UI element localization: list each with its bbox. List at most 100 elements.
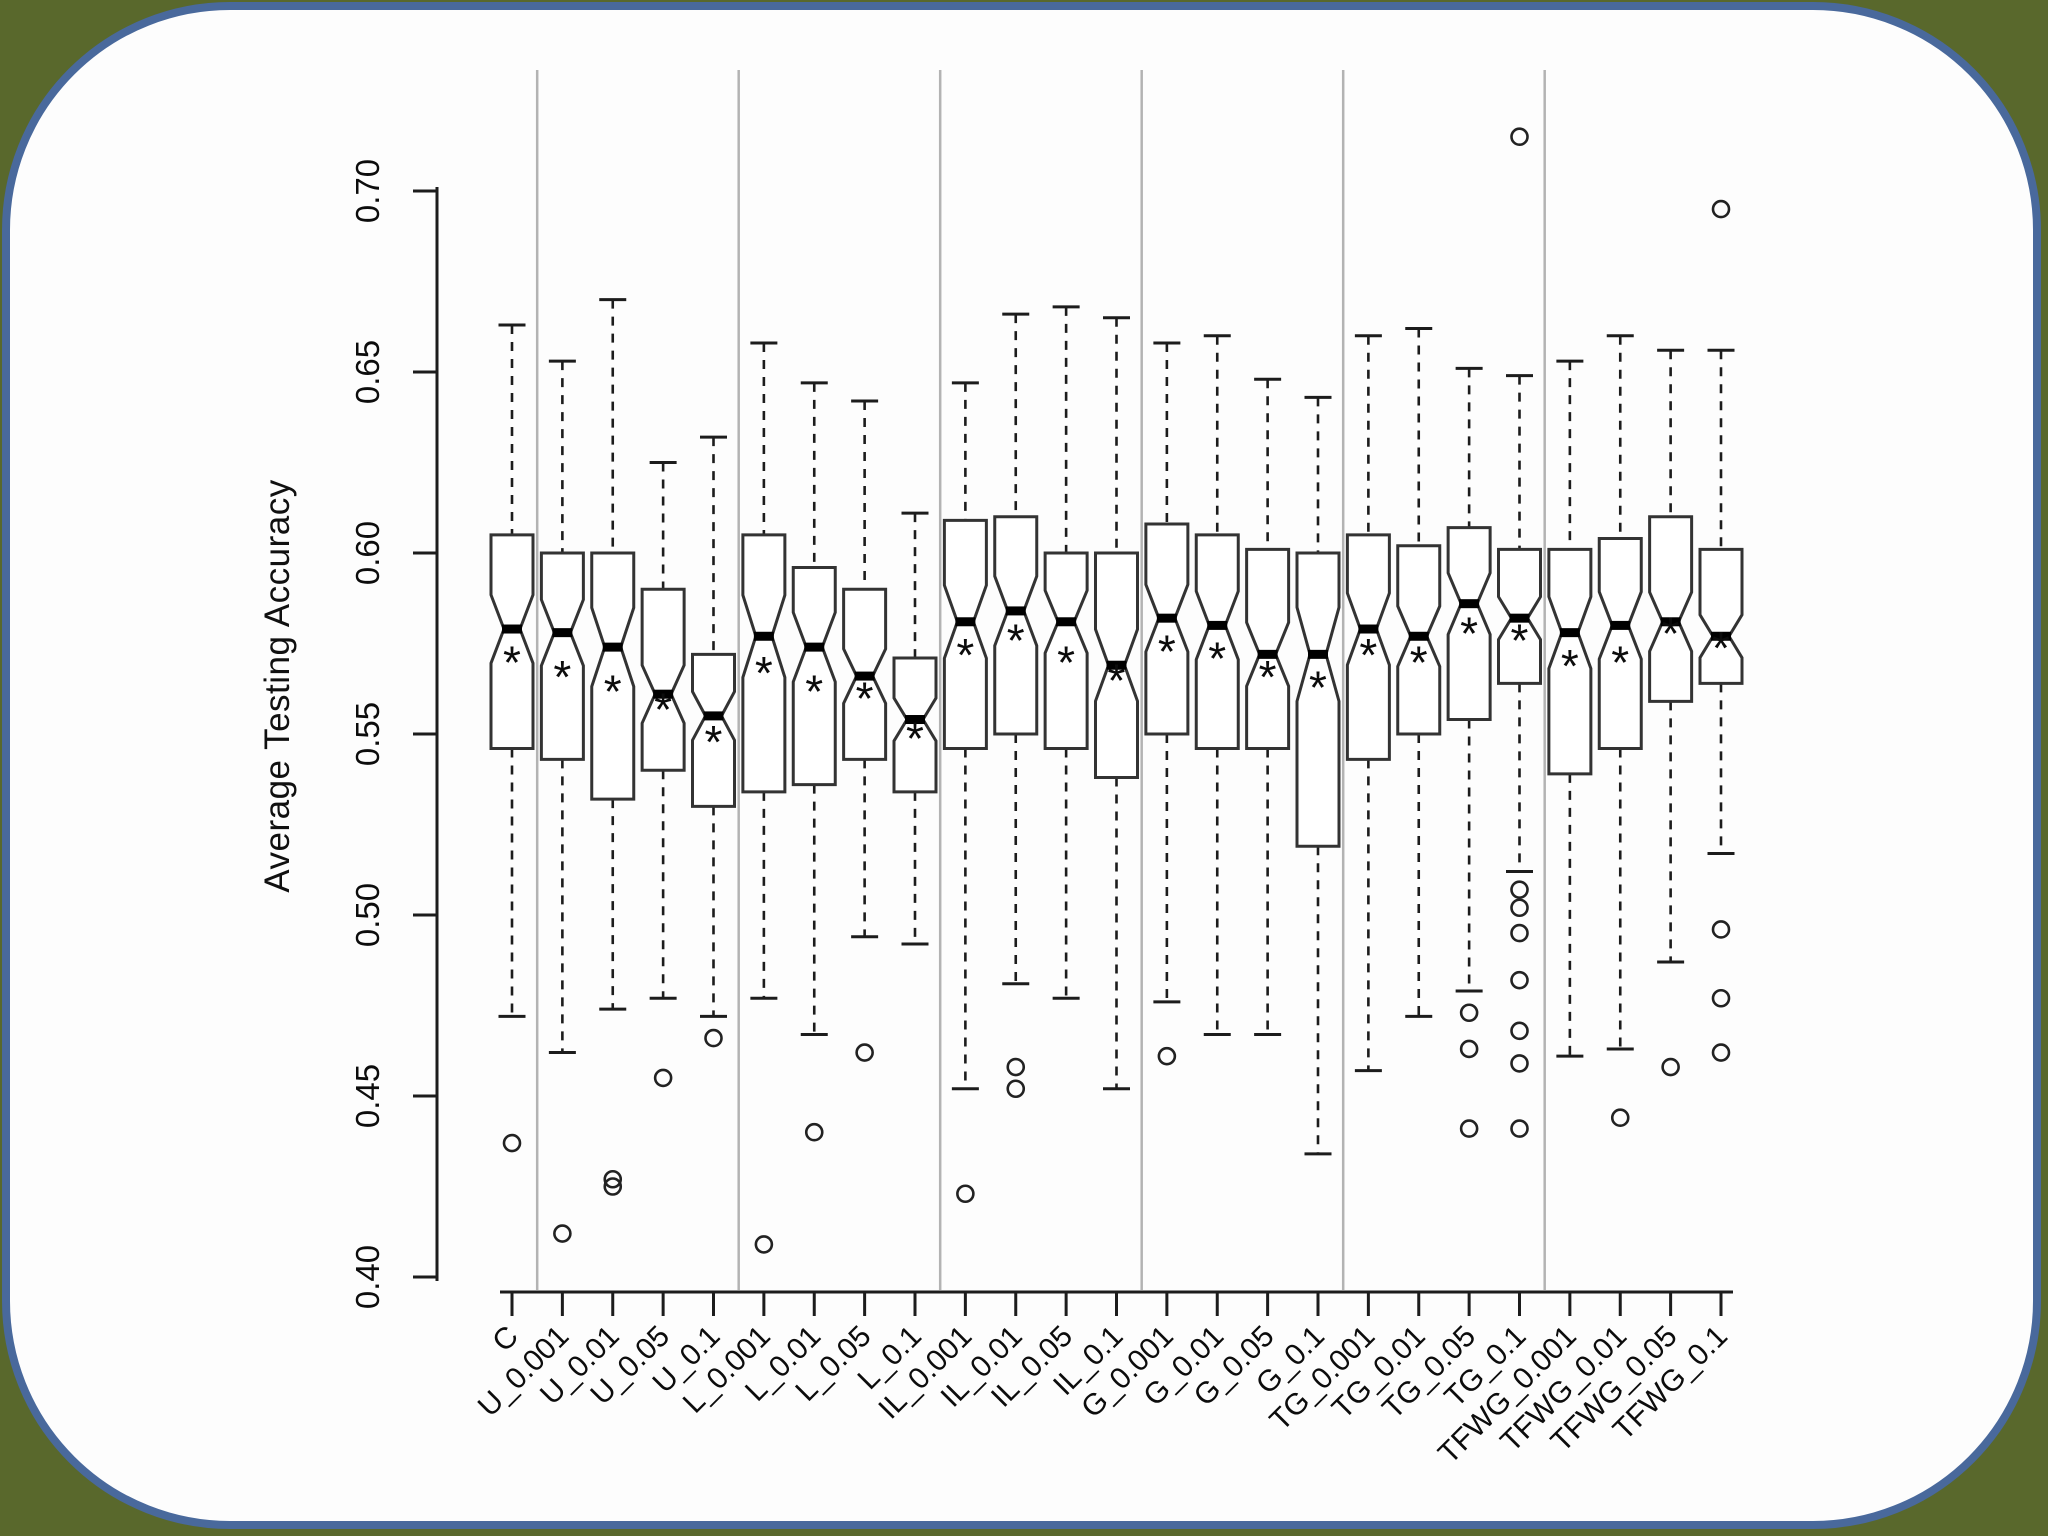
outlier-point-IL_0.01	[1006, 1057, 1026, 1077]
y-axis-tick-label: 0.70	[349, 159, 386, 223]
outlier-point-L_0.05	[855, 1043, 874, 1062]
box-TFWG_0.1	[1698, 547, 1744, 685]
median-line-TFWG_0.001	[1559, 628, 1580, 638]
median-line-L_0.001	[753, 631, 774, 641]
box-L_0.001	[741, 533, 787, 794]
mean-asterisk-TG_0.05: *	[1460, 607, 1478, 659]
median-line-U_0.001	[552, 628, 573, 638]
mean-asterisk-G_0.01: *	[1208, 633, 1226, 685]
mean-asterisk-U_0.05: *	[654, 683, 672, 735]
y-axis-tick-label: 0.45	[349, 1064, 386, 1128]
median-line-G_0.05	[1257, 649, 1278, 659]
box-L_0.01	[791, 565, 837, 787]
box-L_0.1	[892, 656, 938, 794]
mean-asterisk-IL_0.001: *	[956, 629, 974, 681]
mean-asterisk-C: *	[503, 636, 521, 688]
box-IL_0.05	[1043, 551, 1089, 750]
outlier-point-TG_0.05	[1459, 1003, 1479, 1023]
box-G_0.001	[1144, 522, 1190, 736]
median-line-IL_0.001	[955, 617, 976, 627]
box-U_0.1	[691, 652, 736, 808]
mean-asterisk-IL_0.05: *	[1057, 636, 1075, 688]
median-line-U_0.05	[653, 689, 674, 699]
box-G_0.05	[1245, 547, 1291, 750]
outlier-point-TFWG_0.05	[1661, 1057, 1680, 1077]
mean-asterisk-G_0.1: *	[1309, 662, 1327, 714]
mean-asterisk-L_0.01: *	[805, 665, 823, 717]
outlier-point-TFWG_0.1	[1711, 1043, 1731, 1062]
mean-asterisk-TFWG_0.01: *	[1611, 636, 1629, 688]
box-IL_0.001	[942, 518, 988, 750]
outlier-point-TG_0.1	[1510, 1054, 1529, 1073]
box-TFWG_0.001	[1547, 547, 1593, 776]
y-axis-tick-label: 0.55	[349, 702, 386, 766]
mean-asterisk-TFWG_0.001: *	[1561, 640, 1579, 692]
outlier-point-TG_0.05	[1459, 1119, 1479, 1138]
box-U_0.01	[590, 551, 636, 801]
outlier-point-L_0.001	[754, 1235, 774, 1254]
y-axis-tick-label: 0.60	[349, 521, 386, 585]
mean-asterisk-TFWG_0.05: *	[1662, 607, 1680, 659]
outlier-point-U_0.05	[653, 1068, 673, 1088]
mean-asterisk-TG_0.01: *	[1410, 636, 1428, 688]
outlier-point-L_0.01	[804, 1122, 824, 1142]
median-line-U_0.01	[602, 642, 623, 652]
median-line-TFWG_0.05	[1660, 617, 1681, 627]
mean-asterisk-G_0.001: *	[1158, 626, 1176, 678]
outlier-point-U_0.01	[603, 1177, 623, 1196]
box-TG_0.001	[1345, 533, 1391, 761]
mean-asterisk-U_0.1: *	[705, 716, 723, 768]
median-line-U_0.1	[703, 711, 724, 721]
outlier-point-IL_0.01	[1006, 1079, 1026, 1099]
outlier-point-TG_0.1	[1510, 880, 1529, 899]
box-TFWG_0.05	[1648, 515, 1694, 703]
median-line-TG_0.01	[1408, 631, 1429, 641]
median-line-L_0.1	[905, 715, 925, 725]
median-line-L_0.05	[854, 671, 875, 681]
median-line-TFWG_0.01	[1610, 620, 1631, 630]
median-line-IL_0.1	[1106, 660, 1127, 670]
box-C	[489, 533, 535, 750]
outlier-point-TG_0.1	[1510, 1119, 1529, 1138]
y-axis-tick-label: 0.65	[349, 340, 386, 404]
y-axis-tick-label: 0.40	[349, 1245, 386, 1309]
mean-asterisk-IL_0.1: *	[1108, 654, 1126, 706]
mean-asterisk-L_0.001: *	[755, 647, 773, 699]
median-line-IL_0.01	[1005, 606, 1026, 616]
median-line-TFWG_0.1	[1711, 631, 1731, 641]
median-line-C	[502, 624, 522, 634]
outlier-point-TG_0.1	[1510, 1021, 1529, 1041]
outlier-point-TG_0.1	[1510, 970, 1529, 990]
outlier-point-TG_0.05	[1459, 1039, 1479, 1059]
outlier-point-TG_0.1	[1510, 127, 1529, 146]
box-TG_0.05	[1446, 526, 1492, 722]
median-line-IL_0.05	[1056, 617, 1077, 627]
mean-asterisk-G_0.05: *	[1259, 651, 1277, 703]
mean-asterisk-U_0.001: *	[553, 651, 571, 703]
box-U_0.001	[539, 551, 585, 761]
outlier-point-TG_0.1	[1510, 923, 1529, 943]
outlier-point-TFWG_0.1	[1711, 199, 1731, 219]
mean-asterisk-TG_0.001: *	[1359, 629, 1377, 681]
outlier-point-TFWG_0.01	[1610, 1108, 1630, 1128]
mean-asterisk-U_0.01: *	[604, 665, 622, 717]
median-line-TG_0.05	[1459, 599, 1480, 609]
mean-asterisk-IL_0.01: *	[1007, 615, 1025, 667]
mean-asterisk-L_0.1: *	[906, 712, 924, 764]
outlier-point-IL_0.001	[956, 1184, 975, 1204]
box-G_0.1	[1295, 551, 1341, 848]
outlier-point-U_0.1	[704, 1028, 723, 1048]
y-axis-tick-label: 0.50	[349, 883, 386, 947]
outlier-point-G_0.001	[1157, 1046, 1177, 1066]
box-U_0.05	[640, 587, 686, 772]
mean-asterisk-L_0.05: *	[856, 673, 874, 725]
mean-asterisk-TFWG_0.1: *	[1712, 622, 1730, 674]
outlier-point-U_0.001	[553, 1224, 572, 1243]
box-TFWG_0.01	[1597, 537, 1643, 750]
outlier-point-U_0.01	[603, 1169, 623, 1189]
median-line-G_0.1	[1308, 649, 1328, 659]
outlier-point-C	[502, 1133, 522, 1153]
outlier-point-TFWG_0.1	[1711, 920, 1731, 939]
